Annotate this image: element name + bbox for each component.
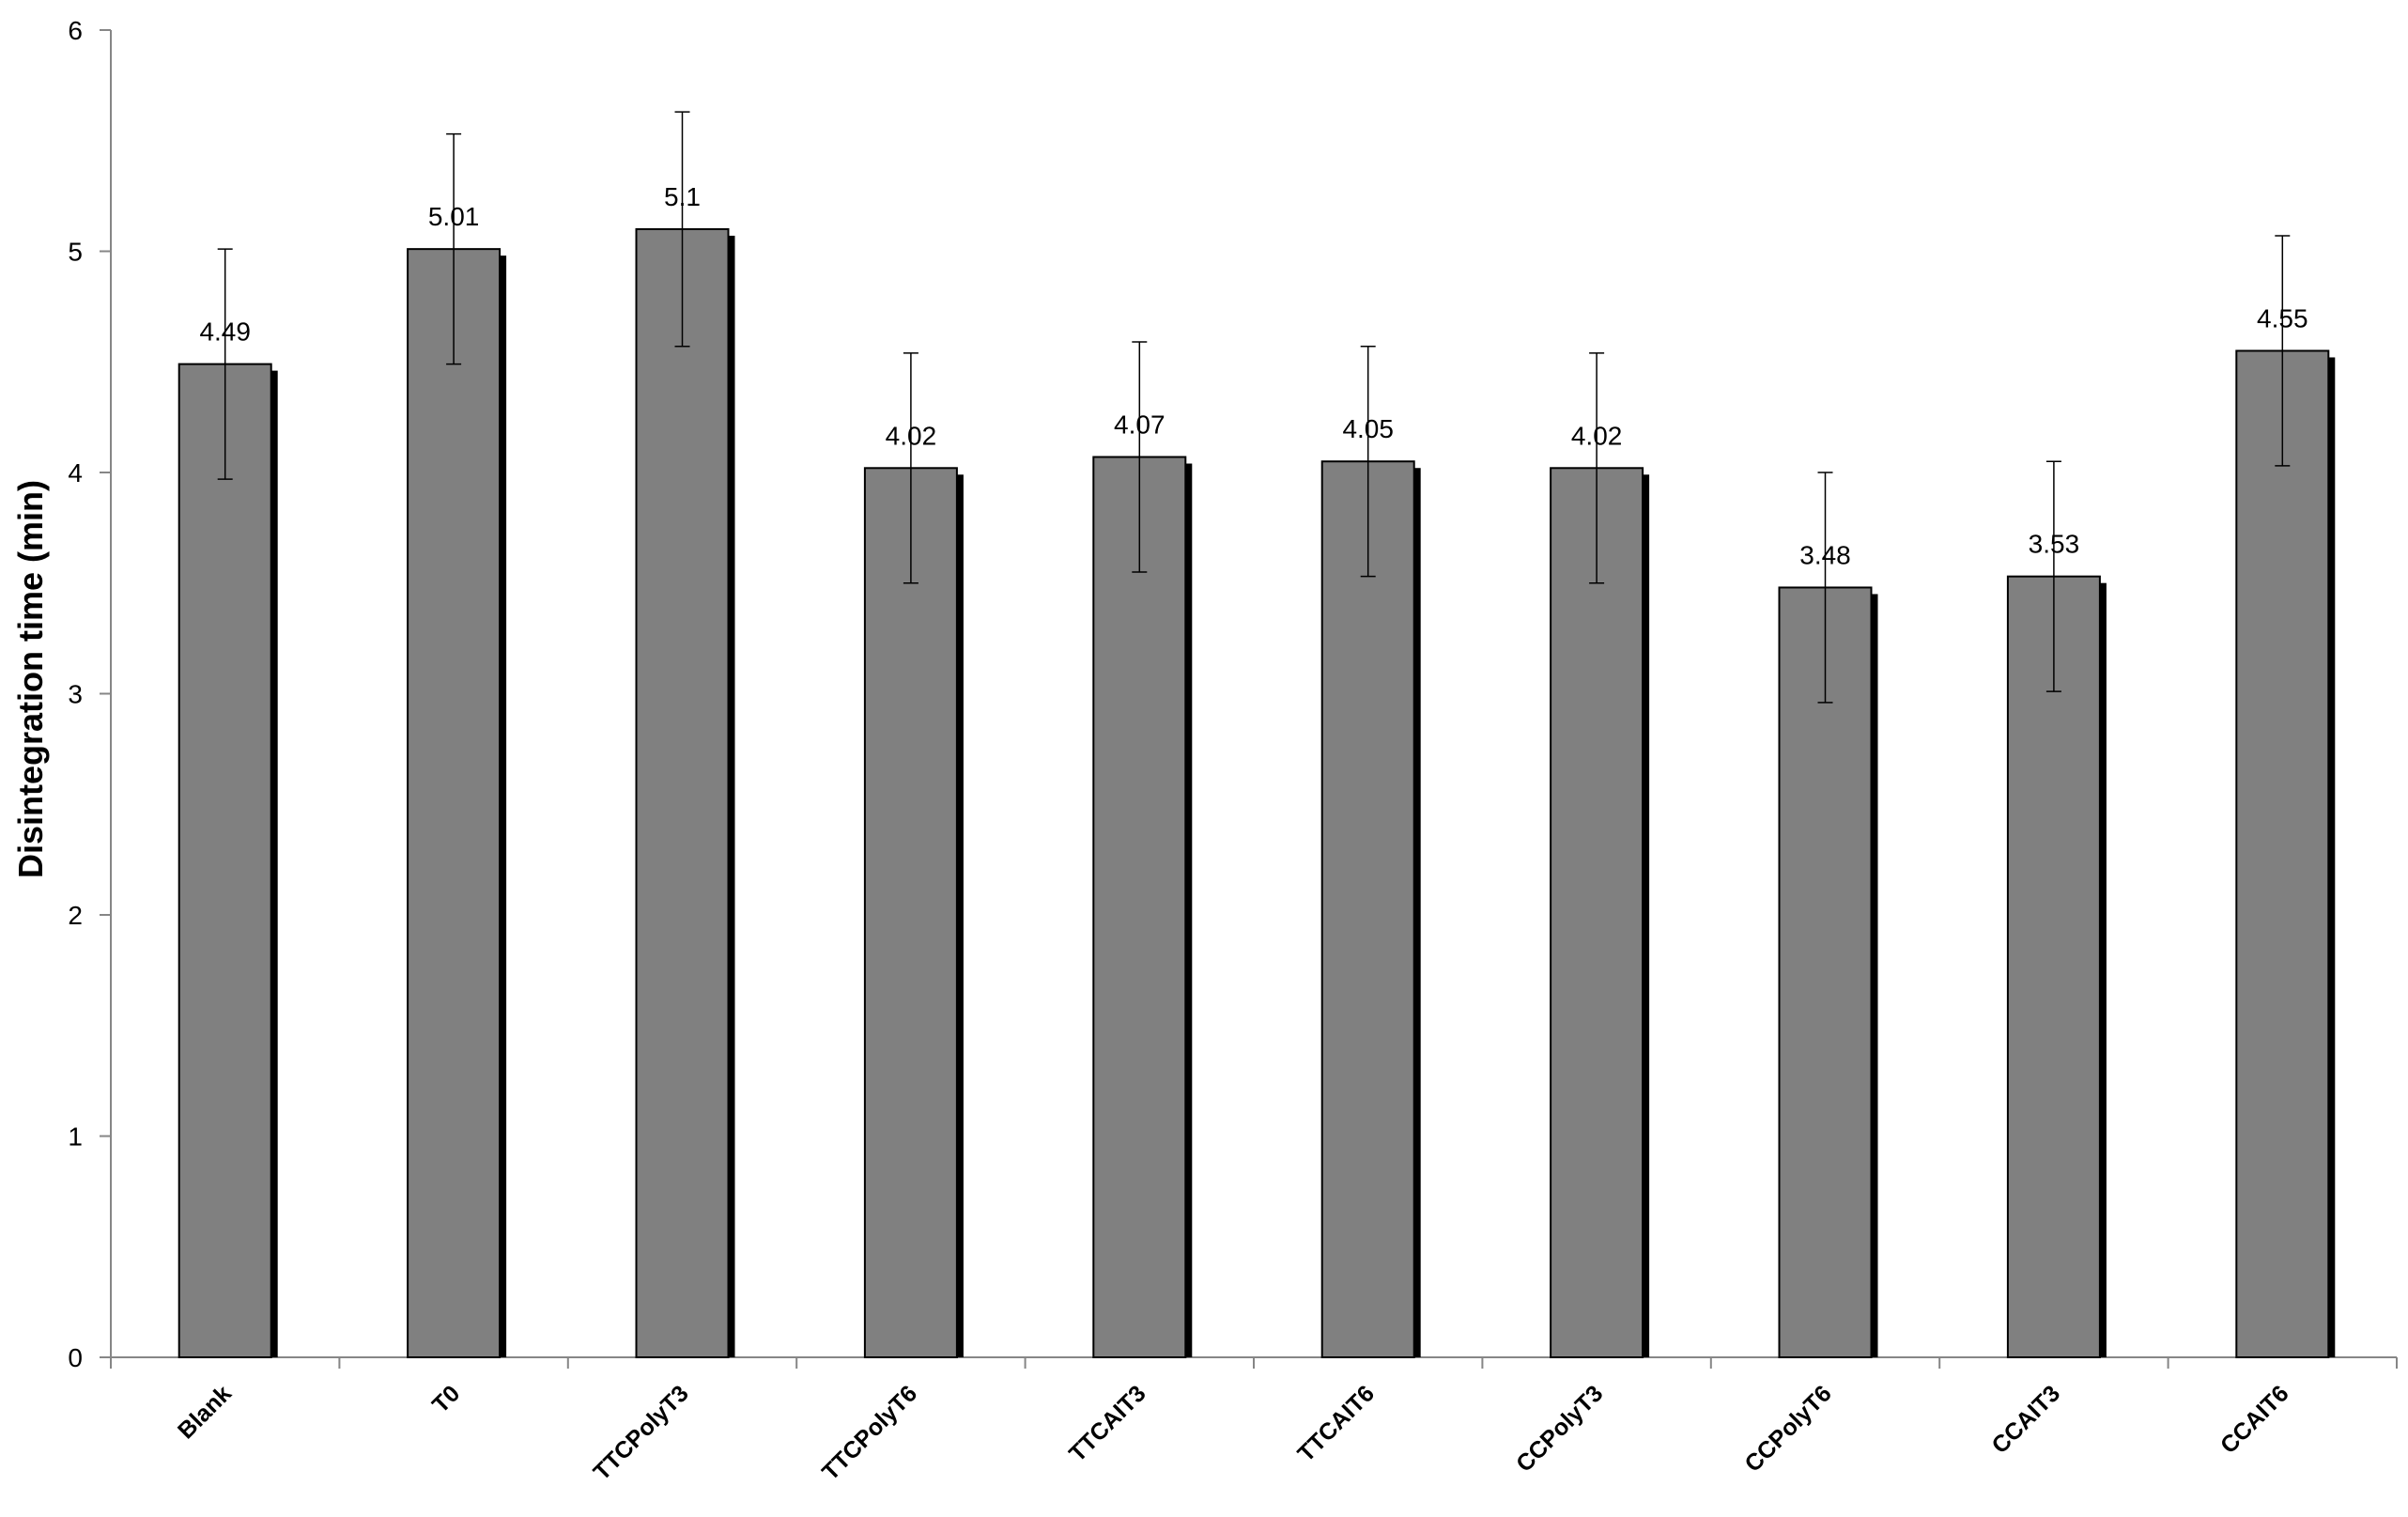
x-tick-label: TTCPolyT3 xyxy=(589,1380,694,1485)
bar xyxy=(2235,349,2330,1359)
bar xyxy=(863,467,958,1359)
bar xyxy=(1320,460,1415,1359)
y-tick-label: 6 xyxy=(68,16,83,45)
x-tick-label: CCAIT3 xyxy=(1986,1380,2065,1459)
x-tick-label: Blank xyxy=(173,1380,237,1444)
y-tick-label: 4 xyxy=(68,458,83,488)
data-label: 4.02 xyxy=(1571,421,1623,450)
x-tick-label: TTCPolyT6 xyxy=(817,1380,922,1485)
x-tick-label: TTCAIT6 xyxy=(1292,1380,1379,1466)
bar xyxy=(178,363,272,1359)
x-tick-label: CCPolyT6 xyxy=(1739,1380,1836,1477)
data-label: 4.05 xyxy=(1342,414,1394,443)
data-label: 5.1 xyxy=(664,182,701,211)
data-label: 5.01 xyxy=(428,202,480,231)
bars xyxy=(178,227,2336,1359)
category-labels: Blank T0 TTCPolyT3 TTCPolyT6 TTCAIT3 TTCAIT6 C… xyxy=(173,1380,2294,1485)
x-tick-label: CCPolyT3 xyxy=(1511,1380,1608,1477)
error-bars xyxy=(217,111,2291,704)
x-tick-label: TTCAIT3 xyxy=(1064,1380,1150,1466)
y-tick-label: 2 xyxy=(68,901,83,930)
y-tick-label: 5 xyxy=(68,238,83,267)
y-tick-label: 1 xyxy=(68,1122,83,1152)
bar xyxy=(2006,575,2101,1358)
y-axis-title: Disintegration time (min) xyxy=(11,480,50,878)
data-label: 4.49 xyxy=(199,317,251,347)
data-label: 4.55 xyxy=(2257,303,2308,333)
bar xyxy=(1778,586,1873,1358)
data-label: 3.48 xyxy=(1799,540,1851,569)
data-label: 4.02 xyxy=(886,421,937,450)
y-tick-label: 0 xyxy=(68,1343,83,1372)
x-tick-label: CCAIT6 xyxy=(2215,1380,2294,1459)
bar xyxy=(407,248,502,1358)
data-labels: 4.49 5.01 5.1 4.02 4.07 4.05 4.02 3.48 3.53 4.55 xyxy=(199,182,2308,570)
bar xyxy=(1092,456,1187,1358)
data-label: 4.07 xyxy=(1114,410,1165,440)
data-label: 3.53 xyxy=(2029,530,2080,559)
y-tick-label: 3 xyxy=(68,680,83,709)
bar xyxy=(1550,467,1644,1359)
bar xyxy=(635,227,730,1359)
x-tick-label: T0 xyxy=(427,1380,465,1417)
